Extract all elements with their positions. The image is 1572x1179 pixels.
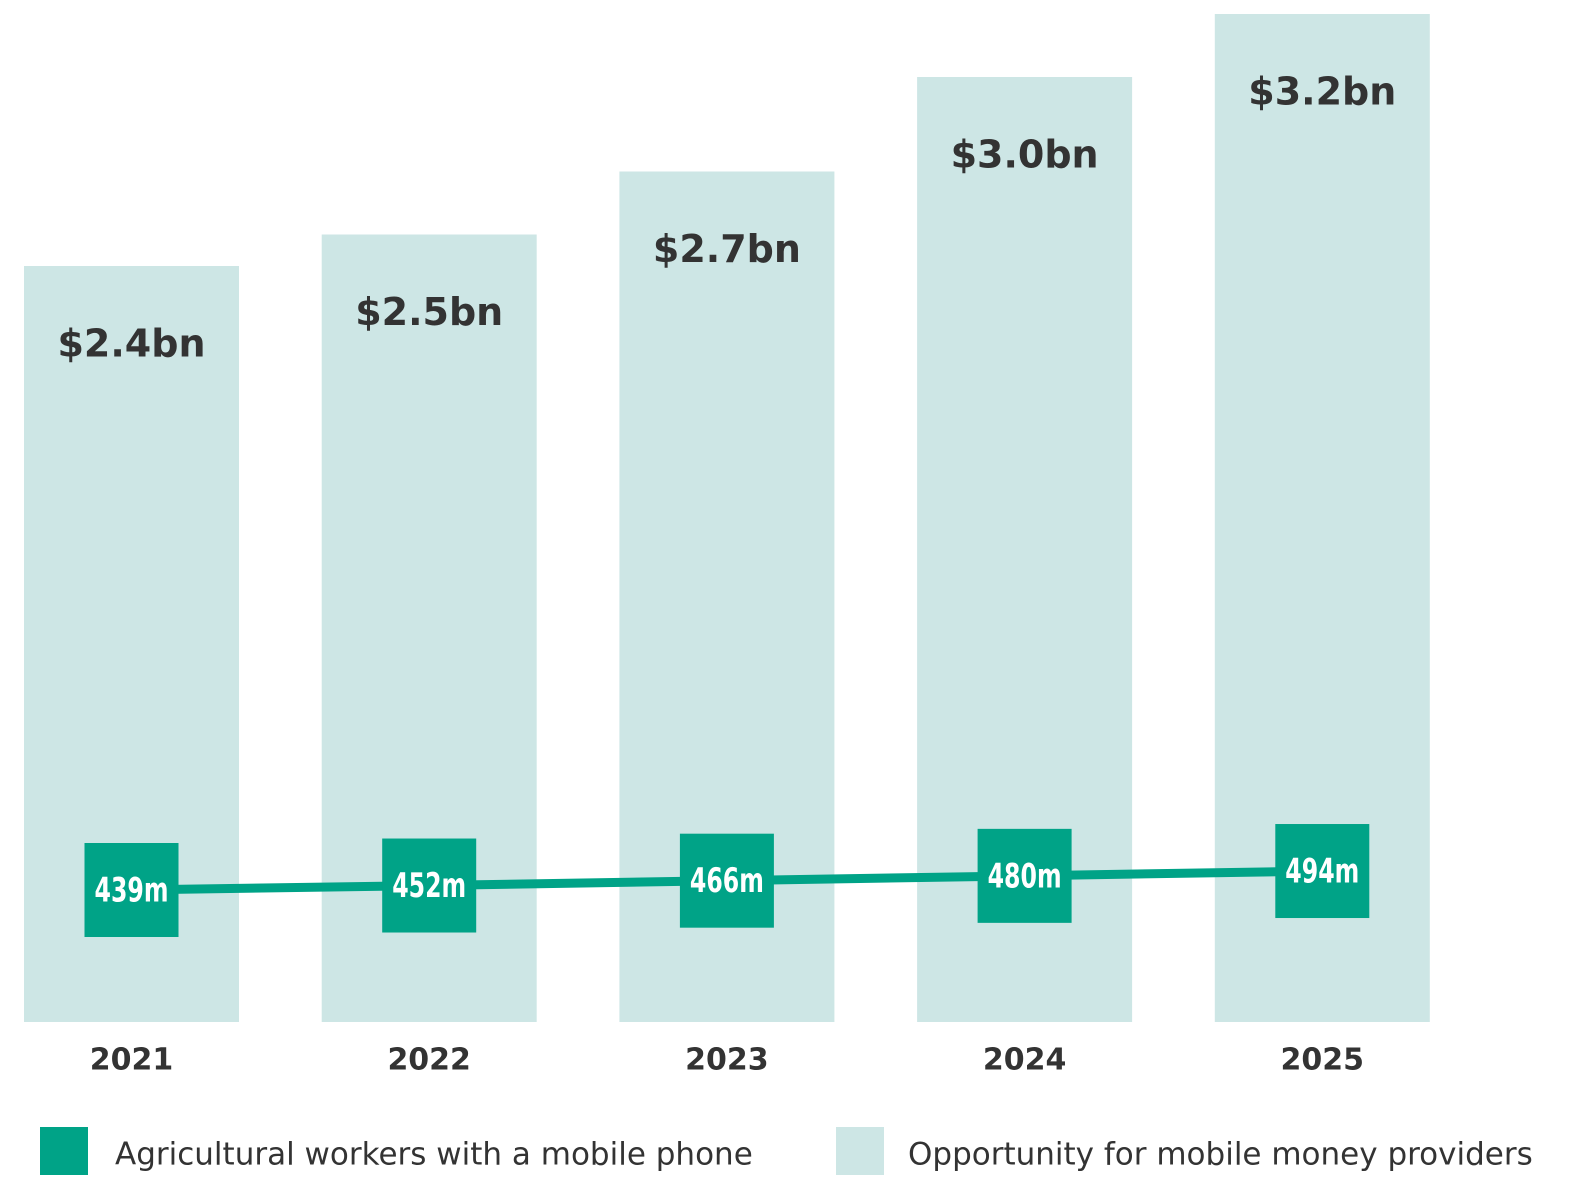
line-marker [84, 843, 179, 937]
line-value-label: 466m [690, 861, 764, 901]
line-value-label: 439m [95, 871, 169, 911]
line-value-label: 480m [988, 856, 1062, 896]
bar-value-label: $2.5bn [355, 290, 503, 334]
legend-label: Opportunity for mobile money providers [908, 1137, 1533, 1173]
line-marker [977, 828, 1072, 923]
line-marker [679, 833, 774, 928]
bar-value-label: $2.4bn [57, 322, 205, 366]
legend-swatch [836, 1127, 884, 1175]
x-tick-label: 2023 [685, 1043, 769, 1078]
x-tick-label: 2025 [1281, 1043, 1365, 1078]
line-value-label: 494m [1285, 852, 1359, 892]
x-tick-label: 2022 [387, 1043, 471, 1078]
line-marker [1275, 824, 1370, 919]
x-tick-label: 2021 [90, 1043, 174, 1078]
bar-value-label: $3.2bn [1248, 70, 1396, 114]
line-value-label: 452m [392, 866, 466, 906]
bar-value-label: $3.0bn [951, 133, 1099, 177]
legend-swatch [40, 1127, 88, 1175]
line-marker [382, 838, 477, 933]
x-tick-label: 2024 [983, 1043, 1067, 1078]
bar-value-label: $2.7bn [653, 227, 801, 271]
legend-label: Agricultural workers with a mobile phone [115, 1137, 753, 1173]
